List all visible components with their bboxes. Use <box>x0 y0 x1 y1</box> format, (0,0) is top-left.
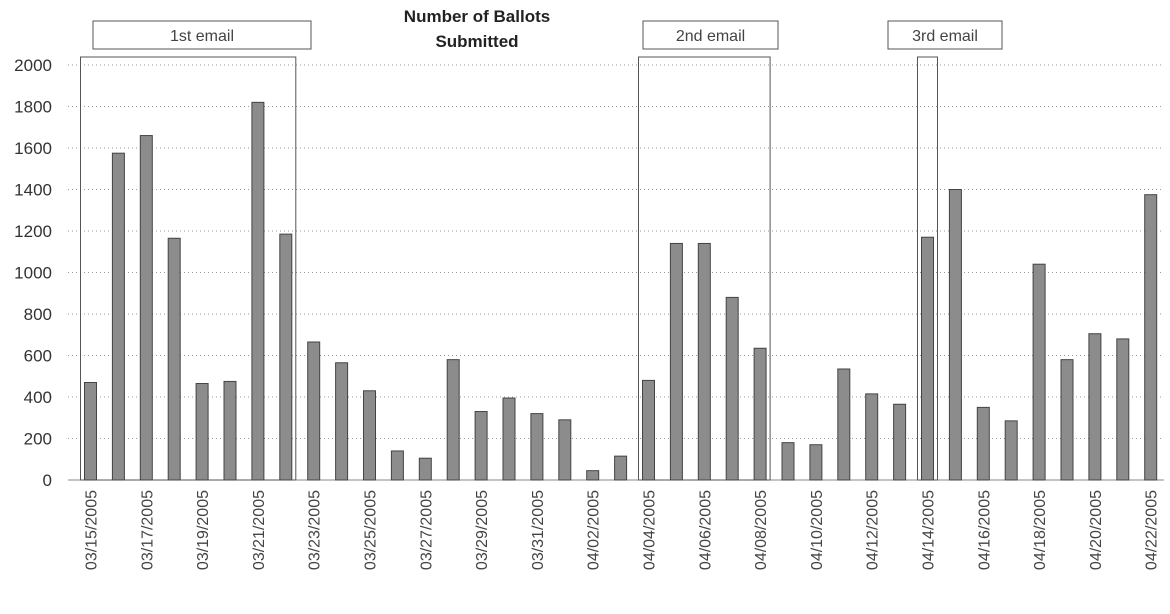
x-tick-label: 04/06/2005 <box>697 490 714 570</box>
x-tick-label: 04/22/2005 <box>1144 490 1161 570</box>
x-tick-label: 04/12/2005 <box>865 490 882 570</box>
x-tick-label: 04/16/2005 <box>976 490 993 570</box>
x-tick-label: 04/04/2005 <box>642 490 659 570</box>
bar-03/21/2005 <box>251 101 265 481</box>
y-tick-label: 800 <box>24 305 52 324</box>
bar-03/22/2005 <box>279 233 293 481</box>
bar-03/15/2005 <box>84 381 97 481</box>
bar-04/21/2005 <box>1116 338 1130 481</box>
bars <box>84 101 1158 481</box>
bar-03/18/2005 <box>167 237 181 481</box>
x-tick-label: 03/25/2005 <box>363 490 380 570</box>
y-tick-label: 600 <box>24 347 52 366</box>
bar-03/16/2005 <box>111 152 125 481</box>
x-tick-label: 04/02/2005 <box>586 490 603 570</box>
bar-04/07/2005 <box>725 296 739 481</box>
x-tick-label: 03/19/2005 <box>195 490 212 570</box>
y-tick-label: 1600 <box>14 139 52 158</box>
x-tick-label: 04/18/2005 <box>1032 490 1049 570</box>
bar-03/24/2005 <box>335 362 349 481</box>
bar-03/23/2005 <box>307 341 321 481</box>
email-window-box <box>80 56 297 481</box>
bar-04/18/2005 <box>1032 263 1046 481</box>
x-tick-label: 04/14/2005 <box>921 490 938 570</box>
email-label-box <box>642 20 779 50</box>
bar-04/10/2005 <box>809 444 823 481</box>
email-label: 2nd email <box>676 28 745 45</box>
y-tick-label: 1800 <box>14 98 52 117</box>
y-axis-ticks: 0 200 400 600 800 1000 1200 1400 1600 1800 2000 <box>14 56 52 490</box>
email-label: 1st email <box>170 28 234 45</box>
x-tick-label: 03/27/2005 <box>418 490 435 570</box>
x-tick-label: 03/23/2005 <box>307 490 324 570</box>
x-tick-label: 03/21/2005 <box>251 490 268 570</box>
x-tick-label: 04/20/2005 <box>1088 490 1105 570</box>
bar-03/19/2005 <box>195 383 209 481</box>
bar-04/12/2005 <box>865 393 879 481</box>
bar-04/11/2005 <box>837 368 851 481</box>
x-tick-label: 03/17/2005 <box>139 490 156 570</box>
bar-03/29/2005 <box>474 411 488 481</box>
y-tick-label: 1000 <box>14 264 52 283</box>
bar-04/19/2005 <box>1060 359 1074 481</box>
chart-title-line: Number of Ballots <box>404 7 550 26</box>
bar-04/03/2005 <box>614 455 628 481</box>
email-label-box <box>887 20 1003 50</box>
bar-03/20/2005 <box>223 380 237 481</box>
y-tick-label: 1200 <box>14 222 52 241</box>
bar-04/16/2005 <box>976 406 990 481</box>
bar-04/15/2005 <box>948 189 962 481</box>
chart-title: Number of Ballots Submitted <box>404 7 550 51</box>
x-tick-label: 03/31/2005 <box>530 490 547 570</box>
bar-04/05/2005 <box>669 242 683 481</box>
y-tick-label: 2000 <box>14 56 52 75</box>
bar-03/30/2005 <box>502 397 516 481</box>
bar-04/04/2005 <box>642 379 655 481</box>
bar-04/09/2005 <box>781 442 795 481</box>
x-tick-label: 04/08/2005 <box>753 490 770 570</box>
y-tick-label: 200 <box>24 430 52 449</box>
bar-03/27/2005 <box>418 457 432 481</box>
bar-03/26/2005 <box>390 450 404 481</box>
bar-03/28/2005 <box>446 359 460 481</box>
y-tick-label: 400 <box>24 388 52 407</box>
y-tick-label: 0 <box>43 471 52 490</box>
email-label: 3rd email <box>912 28 978 45</box>
bar-04/17/2005 <box>1004 420 1018 481</box>
bar-04/20/2005 <box>1088 333 1102 481</box>
bar-04/22/2005 <box>1144 194 1158 481</box>
bar-04/01/2005 <box>558 419 572 481</box>
bar-03/17/2005 <box>139 135 153 481</box>
x-tick-label: 04/10/2005 <box>809 490 826 570</box>
bar-04/08/2005 <box>753 347 767 481</box>
x-tick-label: 03/29/2005 <box>474 490 491 570</box>
bar-04/14/2005 <box>921 236 934 481</box>
bar-03/31/2005 <box>530 413 544 481</box>
bar-03/25/2005 <box>363 390 376 481</box>
annotation-boxes: 1st email 2nd email 3rd email <box>80 20 1003 481</box>
x-axis-ticks: 03/15/2005 03/17/2005 03/19/2005 03/21/2005… <box>84 490 1161 570</box>
email-label-box <box>92 20 312 50</box>
bar-04/13/2005 <box>893 403 907 481</box>
bar-04/06/2005 <box>697 242 711 481</box>
x-tick-label: 03/15/2005 <box>84 490 101 570</box>
chart-title-line: Submitted <box>435 32 518 51</box>
y-tick-label: 1400 <box>14 181 52 200</box>
bar-04/02/2005 <box>586 470 600 481</box>
